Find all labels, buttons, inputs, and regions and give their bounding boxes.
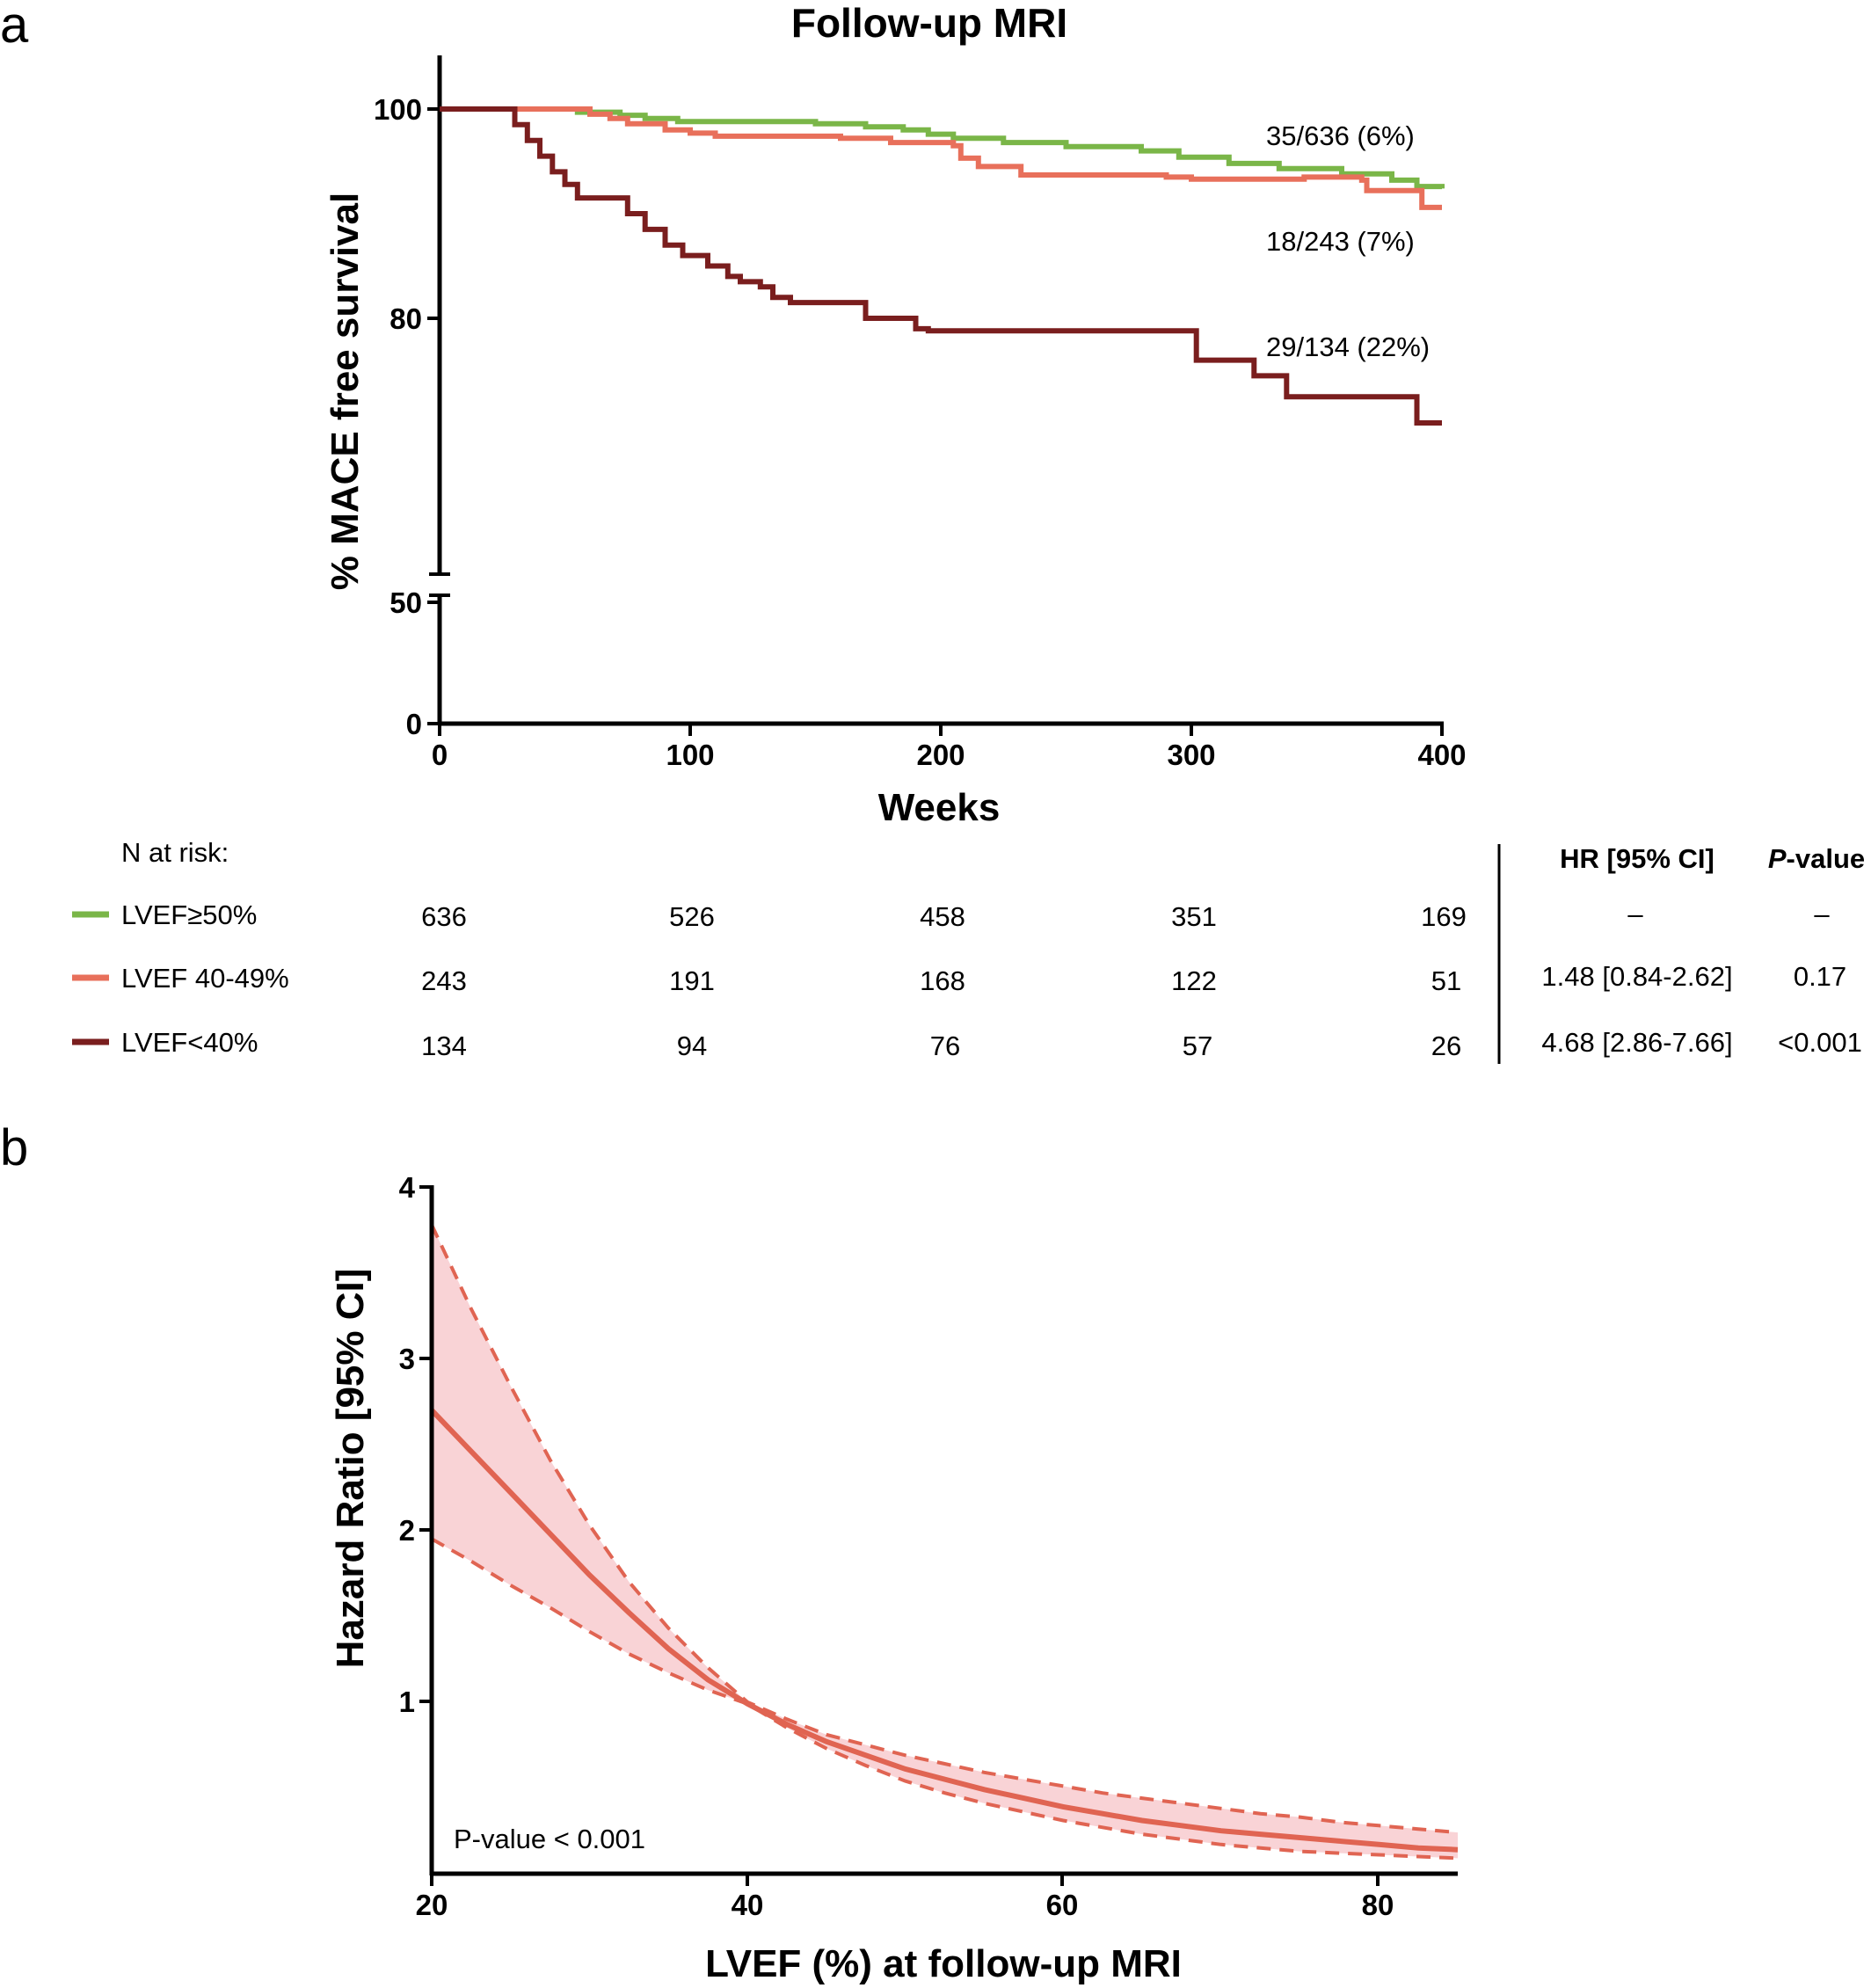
risk-table-heading: N at risk:	[121, 837, 229, 868]
km-curve-lvef-50-plus	[440, 106, 1445, 190]
x-axis-label-b: LVEF (%) at follow-up MRI	[705, 1942, 1182, 1985]
risk-count: 26	[1431, 1030, 1461, 1061]
risk-count: 57	[1183, 1030, 1212, 1061]
y-tick-label: 100	[374, 93, 422, 126]
risk-count: 134	[421, 1030, 467, 1061]
x-tick-label: 80	[1362, 1889, 1394, 1921]
y-tick-label: 2	[399, 1514, 415, 1547]
km-curve-lvef-40-49	[440, 106, 1442, 210]
panel-label-b: b	[0, 1119, 28, 1176]
risk-count: 51	[1431, 965, 1461, 996]
p-column-header-italic: P	[1768, 843, 1787, 874]
curve-annotation-lvef-50-plus: 35/636 (6%)	[1266, 120, 1415, 151]
p-value: <0.001	[1778, 1027, 1862, 1058]
y-tick-label: 1	[399, 1686, 415, 1718]
p-value: 0.17	[1794, 961, 1846, 992]
x-ticks-a: 0 100 200 300 400	[432, 724, 1467, 771]
risk-count: 168	[920, 965, 965, 996]
x-ticks-b: 20 40 60 80	[416, 1874, 1394, 1921]
km-curve-lvef-below-40	[440, 106, 1442, 426]
y-tick-label: 3	[399, 1343, 415, 1375]
risk-count: 76	[930, 1030, 960, 1061]
risk-count: 458	[920, 901, 965, 932]
risk-row-label: LVEF<40%	[121, 1027, 258, 1058]
x-tick-label: 100	[666, 739, 714, 771]
chart-title: Follow-up MRI	[791, 0, 1067, 46]
x-tick-label: 400	[1417, 739, 1466, 771]
y-ticks-b: 4 3 2 1	[399, 1171, 432, 1718]
panel-a: a Follow-up MRI % MACE free survival Wee…	[0, 0, 1865, 1064]
p-column-header: P-value	[1768, 843, 1865, 874]
p-value-annotation: P-value < 0.001	[454, 1824, 645, 1854]
y-tick-label: 0	[406, 708, 422, 740]
risk-count: 122	[1171, 965, 1217, 996]
x-tick-label: 0	[432, 739, 448, 771]
x-tick-label: 200	[916, 739, 965, 771]
x-axis-label-a: Weeks	[878, 786, 1001, 829]
y-tick-label: 80	[389, 302, 422, 335]
risk-row-label: LVEF≥50%	[121, 899, 257, 930]
x-tick-label: 40	[732, 1889, 764, 1921]
curve-annotation-lvef-below-40: 29/134 (22%)	[1266, 331, 1430, 362]
y-axis-label-a: % MACE free survival	[324, 193, 367, 590]
y-tick-label: 4	[399, 1171, 416, 1204]
p-column-header-rest: -value	[1787, 843, 1866, 874]
risk-count: 351	[1171, 901, 1217, 932]
p-value: –	[1814, 899, 1830, 929]
hr-value: –	[1627, 899, 1643, 929]
x-tick-label: 300	[1167, 739, 1215, 771]
y-tick-label: 50	[389, 586, 422, 619]
hazard-ratio-curve	[429, 1408, 1459, 1853]
risk-count: 169	[1421, 901, 1467, 932]
risk-row-label: LVEF 40-49%	[121, 963, 289, 994]
x-tick-label: 60	[1046, 1889, 1079, 1921]
panel-label-a: a	[0, 0, 29, 54]
risk-count: 243	[421, 965, 467, 996]
risk-count: 191	[669, 965, 715, 996]
x-tick-label: 20	[416, 1889, 448, 1921]
curve-annotation-lvef-40-49: 18/243 (7%)	[1266, 226, 1415, 257]
hr-value: 1.48 [0.84-2.62]	[1541, 961, 1732, 992]
panel-b: b Hazard Ratio [95% CI] LVEF (%) at foll…	[0, 1119, 1459, 1985]
risk-count: 526	[669, 901, 715, 932]
hr-column-header: HR [95% CI]	[1560, 843, 1714, 874]
risk-table: N at risk: LVEF≥50% LVEF 40-49% LVEF<40%…	[72, 837, 1865, 1064]
y-axis-label-b: Hazard Ratio [95% CI]	[329, 1269, 372, 1669]
risk-count: 636	[421, 901, 467, 932]
lower-ci-line	[431, 1537, 1459, 1861]
hr-value: 4.68 [2.86-7.66]	[1541, 1027, 1732, 1058]
risk-count: 94	[677, 1030, 707, 1061]
upper-ci-line	[430, 1224, 1459, 1835]
